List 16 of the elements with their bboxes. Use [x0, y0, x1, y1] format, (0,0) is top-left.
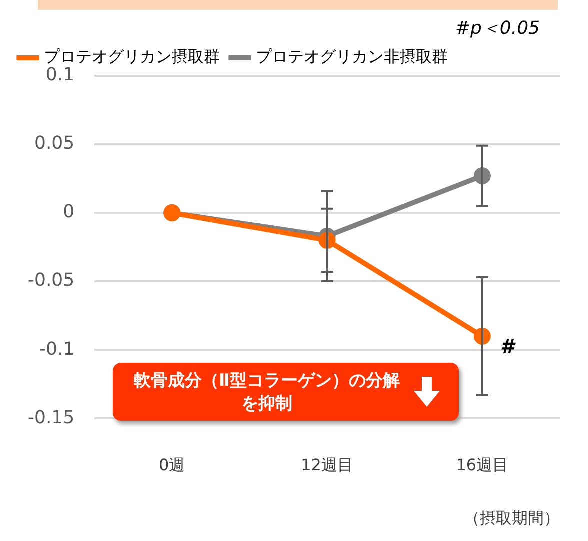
- text: #p＜0.05: [455, 17, 540, 40]
- y-tick-label: -0.05: [28, 270, 75, 292]
- y-tick-label: 0.1: [46, 64, 75, 86]
- x-tick-label: 0週: [159, 455, 186, 474]
- annotation: #: [500, 334, 516, 359]
- legend-label: プロテオグリカン非摂取群: [256, 47, 448, 66]
- y-tick-label: -0.15: [28, 407, 75, 428]
- annotation: 軟骨成分（Ⅱ型コラーゲン）の分解を抑制: [132, 370, 402, 415]
- y-tick-label: 0: [63, 202, 75, 223]
- y-tick-label: -0.1: [39, 338, 75, 360]
- speech-callout: 軟骨成分（Ⅱ型コラーゲン）の分解を抑制: [113, 363, 459, 421]
- legend-label: プロテオグリカン摂取群: [44, 47, 220, 66]
- x-tick-label: 12週目: [301, 455, 354, 474]
- x-axis-title: （摂取期間）: [464, 508, 560, 528]
- y-tick-label: 0.05: [34, 133, 75, 154]
- x-tick-label: 16週目: [456, 455, 509, 474]
